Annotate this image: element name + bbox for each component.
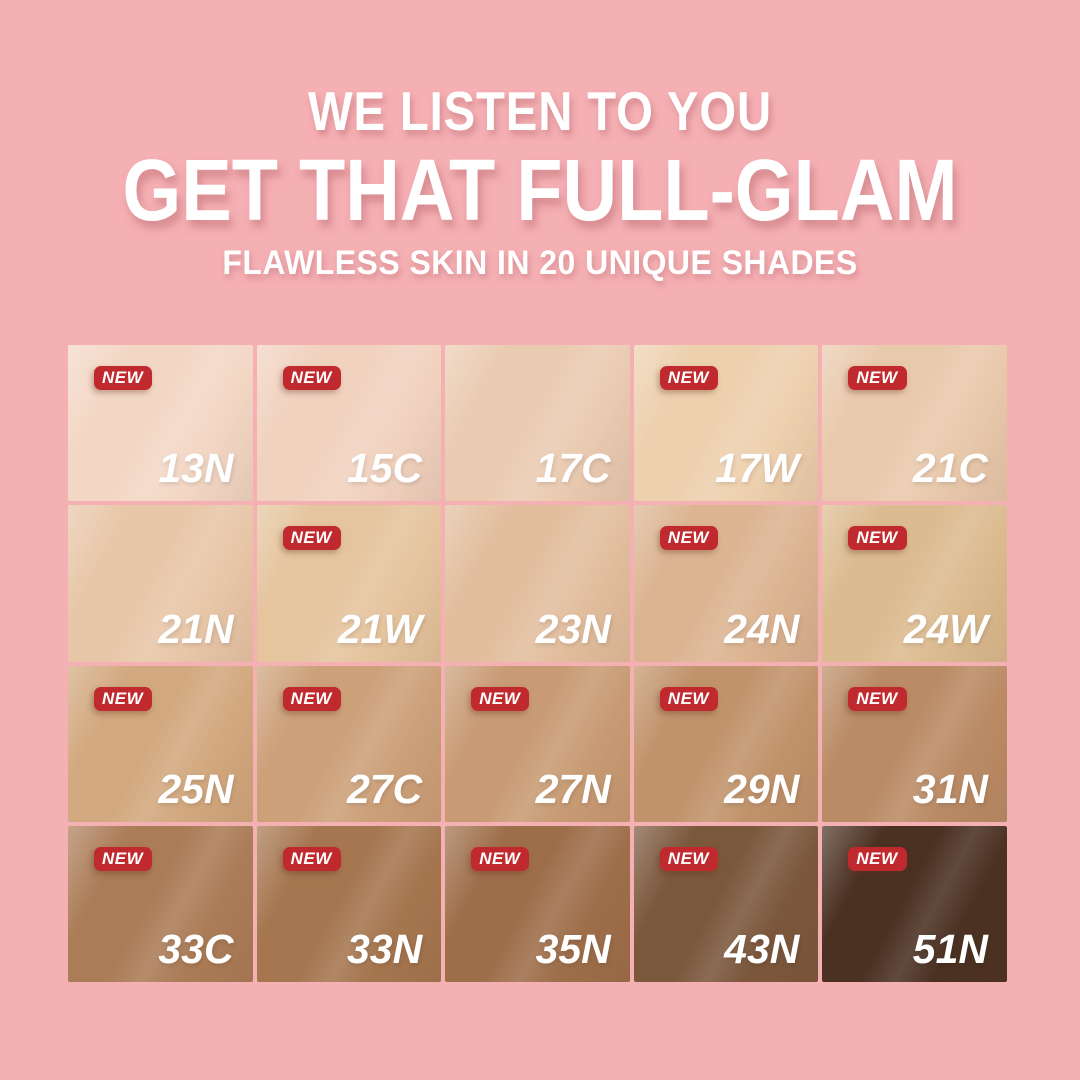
- shade-swatch-23N: 23N: [445, 505, 630, 662]
- shade-swatch-21W: NEW 21W: [256, 505, 442, 662]
- new-badge: NEW: [282, 686, 341, 711]
- shade-swatch-17W: NEW 17W: [633, 345, 819, 502]
- new-badge: NEW: [659, 846, 718, 871]
- shade-swatch-24N: NEW 24N: [633, 505, 819, 662]
- shade-swatch-13N: NEW 13N: [68, 345, 253, 502]
- shade-swatch-27N: NEW 27N: [445, 665, 630, 822]
- new-badge: NEW: [659, 526, 718, 551]
- shade-swatch-24W: NEW 24W: [822, 505, 1007, 662]
- shade-swatch-51N: NEW 51N: [822, 825, 1007, 982]
- shade-label: 43N: [724, 926, 800, 972]
- new-badge: NEW: [94, 846, 153, 871]
- shade-label: 23N: [535, 605, 611, 652]
- new-badge: NEW: [282, 526, 341, 551]
- shade-label: 35N: [535, 926, 611, 972]
- new-badge: NEW: [659, 686, 718, 711]
- shade-label: 31N: [912, 765, 988, 812]
- new-badge: NEW: [282, 366, 341, 390]
- shade-label: 21N: [158, 605, 234, 652]
- shade-label: 24W: [903, 605, 988, 652]
- shade-label: 29N: [724, 765, 800, 812]
- shade-swatch-33N: NEW 33N: [256, 825, 442, 982]
- shade-swatch-33C: NEW 33C: [68, 825, 253, 982]
- new-badge: NEW: [282, 846, 341, 871]
- new-badge: NEW: [848, 366, 907, 390]
- new-badge: NEW: [659, 366, 718, 390]
- shade-label: 27C: [346, 765, 423, 812]
- shade-label: 33N: [346, 926, 423, 972]
- new-badge: NEW: [471, 846, 530, 871]
- shade-swatch-43N: NEW 43N: [633, 825, 819, 982]
- shade-swatch-31N: NEW 31N: [822, 665, 1007, 822]
- new-badge: NEW: [471, 686, 530, 711]
- shade-label: 13N: [158, 445, 234, 492]
- shade-label: 17C: [535, 445, 611, 492]
- shade-swatch-15C: NEW 15C: [256, 345, 442, 502]
- shade-label: 21W: [337, 605, 423, 652]
- shade-swatch-21N: 21N: [68, 505, 253, 662]
- shade-swatch-35N: NEW 35N: [445, 825, 630, 982]
- new-badge: NEW: [848, 686, 907, 711]
- header-subtitle: FLAWLESS SKIN IN 20 UNIQUE SHADES: [222, 244, 858, 282]
- shade-grid: NEW 13N NEW 15C 17C NEW 17W NEW 21C 21N NEW 21W 23N N…: [68, 345, 1007, 982]
- header-tagline: WE LISTEN TO YOU: [307, 80, 773, 142]
- shade-label: 27N: [535, 765, 611, 812]
- shade-label: 17W: [715, 445, 800, 492]
- shade-swatch-21C: NEW 21C: [822, 345, 1007, 502]
- shade-swatch-27C: NEW 27C: [256, 665, 442, 822]
- shade-label: 33C: [158, 926, 234, 972]
- shade-label: 24N: [724, 605, 800, 652]
- shade-swatch-25N: NEW 25N: [68, 665, 253, 822]
- shade-label: 21C: [912, 445, 988, 492]
- shade-swatch-17C: 17C: [445, 345, 630, 502]
- new-badge: NEW: [848, 846, 907, 871]
- shade-swatch-29N: NEW 29N: [633, 665, 819, 822]
- new-badge: NEW: [94, 686, 153, 711]
- shade-label: 51N: [912, 926, 988, 972]
- new-badge: NEW: [94, 366, 153, 390]
- header-title: GET THAT FULL-GLAM: [122, 142, 958, 239]
- shade-label: 15C: [346, 445, 423, 492]
- new-badge: NEW: [848, 526, 907, 551]
- shade-label: 25N: [158, 765, 234, 812]
